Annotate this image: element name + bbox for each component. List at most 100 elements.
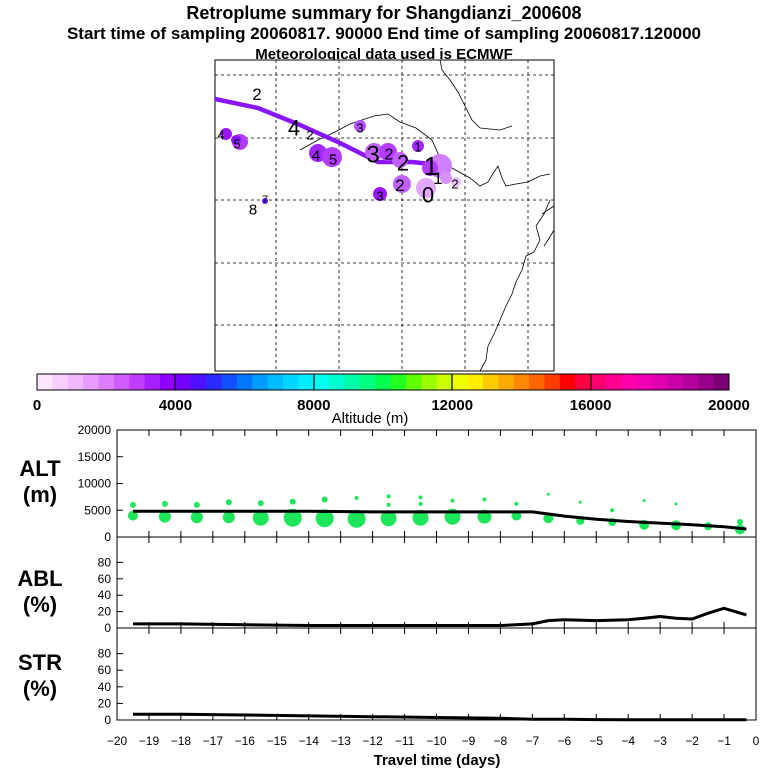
colorbar-cell xyxy=(344,374,361,390)
alt-cluster-point xyxy=(386,494,391,499)
x-axis-tick-label: −6 xyxy=(557,734,571,748)
map-day-label: 1 xyxy=(433,169,442,188)
str-axis-tick-label: 80 xyxy=(98,647,112,661)
plume-blob xyxy=(220,128,232,140)
alt-cluster-point xyxy=(158,510,171,523)
plume-blob xyxy=(416,178,436,198)
alt-cluster-point xyxy=(450,498,455,503)
map-day-label: 2 xyxy=(252,85,261,104)
plume-clusters xyxy=(214,96,461,204)
map-day-label: 4 xyxy=(312,147,320,164)
x-axis-label: Travel time (days) xyxy=(374,752,501,768)
colorbar-cell xyxy=(621,374,638,390)
alt-cluster-point xyxy=(412,509,429,526)
colorbar-cell xyxy=(144,374,161,390)
x-axis-tick-label: −10 xyxy=(426,734,447,748)
colorbar-cell xyxy=(175,374,192,390)
plume-blob xyxy=(262,198,268,204)
alt-cluster-point xyxy=(225,499,232,506)
map-day-label: 2 xyxy=(451,177,458,192)
time-series-panels: ALT (m) ABL (%) STR (%) 0 5000 10000 15000 2… xyxy=(17,423,759,768)
alt-cluster-point xyxy=(347,509,366,528)
map-frame xyxy=(214,59,555,372)
x-axis-tick-label: −12 xyxy=(362,734,383,748)
chart-title: Retroplume summary for Shangdianzi_20060… xyxy=(186,3,582,23)
alt-cluster-point xyxy=(222,511,235,524)
abl-axis-tick-label: 20 xyxy=(98,605,112,619)
alt-cluster-point xyxy=(283,508,302,527)
colorbar-cell xyxy=(236,374,253,390)
colorbar-tick-label: 20000 xyxy=(708,397,750,414)
plume-blob xyxy=(365,143,383,161)
colorbar-cell xyxy=(98,374,115,390)
x-axis-tick-label: −16 xyxy=(235,734,256,748)
colorbar-cell xyxy=(467,374,484,390)
alt-axis-tick-label: 20000 xyxy=(78,423,112,437)
alt-cluster-point xyxy=(386,502,391,507)
x-axis-tick-label: −8 xyxy=(494,734,508,748)
alt-cluster-point xyxy=(354,495,359,500)
x-axis-tick-label: −14 xyxy=(299,734,320,748)
alt-cluster-point xyxy=(315,509,334,528)
colorbar-cell xyxy=(482,374,499,390)
colorbar-cell xyxy=(575,374,591,390)
x-axis-tick-label: −9 xyxy=(462,734,476,748)
str-label-unit: (%) xyxy=(23,676,57,701)
alt-cluster-point xyxy=(193,501,200,508)
abl-label-top: ABL xyxy=(17,566,62,591)
map-day-label: 4 xyxy=(217,128,224,143)
plume-blob xyxy=(354,120,366,132)
x-axis-tick-label: −11 xyxy=(395,734,415,748)
colorbar-cell xyxy=(52,374,69,390)
str-axis-tick-label: 60 xyxy=(98,663,112,677)
map-day-label: 2 xyxy=(397,151,409,176)
alt-label-top: ALT xyxy=(19,456,61,481)
plume-blob xyxy=(373,187,387,201)
colorbar-cell xyxy=(559,374,576,390)
alt-cluster-point xyxy=(257,500,264,507)
abl-axis-tick-label: 60 xyxy=(98,572,112,586)
colorbar-cell xyxy=(421,374,438,390)
colorbar-cell xyxy=(267,374,284,390)
x-axis-tick-label: −7 xyxy=(526,734,540,748)
alt-cluster-point xyxy=(610,508,615,513)
plume-blob xyxy=(392,152,408,168)
colorbar-cell xyxy=(652,374,668,390)
alt-axis-tick-label: 15000 xyxy=(78,450,112,464)
colorbar-cell xyxy=(667,374,684,390)
abl-series-line xyxy=(133,606,747,627)
colorbar-cell xyxy=(452,374,468,390)
map-day-label: 1 xyxy=(414,140,421,155)
map-day-label: 3 xyxy=(376,189,383,204)
alt-axis-tick-label: 5000 xyxy=(84,503,111,517)
x-axis-tick-label: −3 xyxy=(653,734,667,748)
map-day-label: 5 xyxy=(329,151,337,168)
x-axis-tick-label: 0 xyxy=(753,734,760,748)
colorbar-cell xyxy=(529,374,545,390)
alt-cluster-point xyxy=(252,509,269,526)
colorbar-cell xyxy=(129,374,146,390)
alt-cluster-point xyxy=(289,498,296,505)
map-day-label: 2 xyxy=(395,176,404,195)
str-axis-tick-label: 40 xyxy=(98,680,112,694)
x-axis-tick-label: −15 xyxy=(267,734,288,748)
colorbar-cell xyxy=(436,374,453,390)
alt-cluster-point xyxy=(321,496,328,503)
map-day-label: 8 xyxy=(249,201,257,218)
panels-frame xyxy=(116,429,757,721)
colorbar-cell xyxy=(390,374,407,390)
colorbar-cell xyxy=(513,374,530,390)
colorbar-cell xyxy=(498,374,515,390)
plume-blob xyxy=(322,147,342,167)
colorbar-tick-label: 12000 xyxy=(431,397,473,414)
colorbar-tick-label: 0 xyxy=(33,397,41,414)
colorbar-cell xyxy=(329,374,345,390)
alt-cluster-point xyxy=(418,495,423,500)
x-axis-tick-label: −18 xyxy=(171,734,192,748)
map-day-label: 0 xyxy=(422,183,434,208)
colorbar-cell xyxy=(206,374,222,390)
str-series-line xyxy=(133,712,747,722)
map-day-label: 2 xyxy=(306,128,313,143)
alt-cluster-point xyxy=(418,501,423,506)
x-axis-tick-label: −4 xyxy=(621,734,635,748)
